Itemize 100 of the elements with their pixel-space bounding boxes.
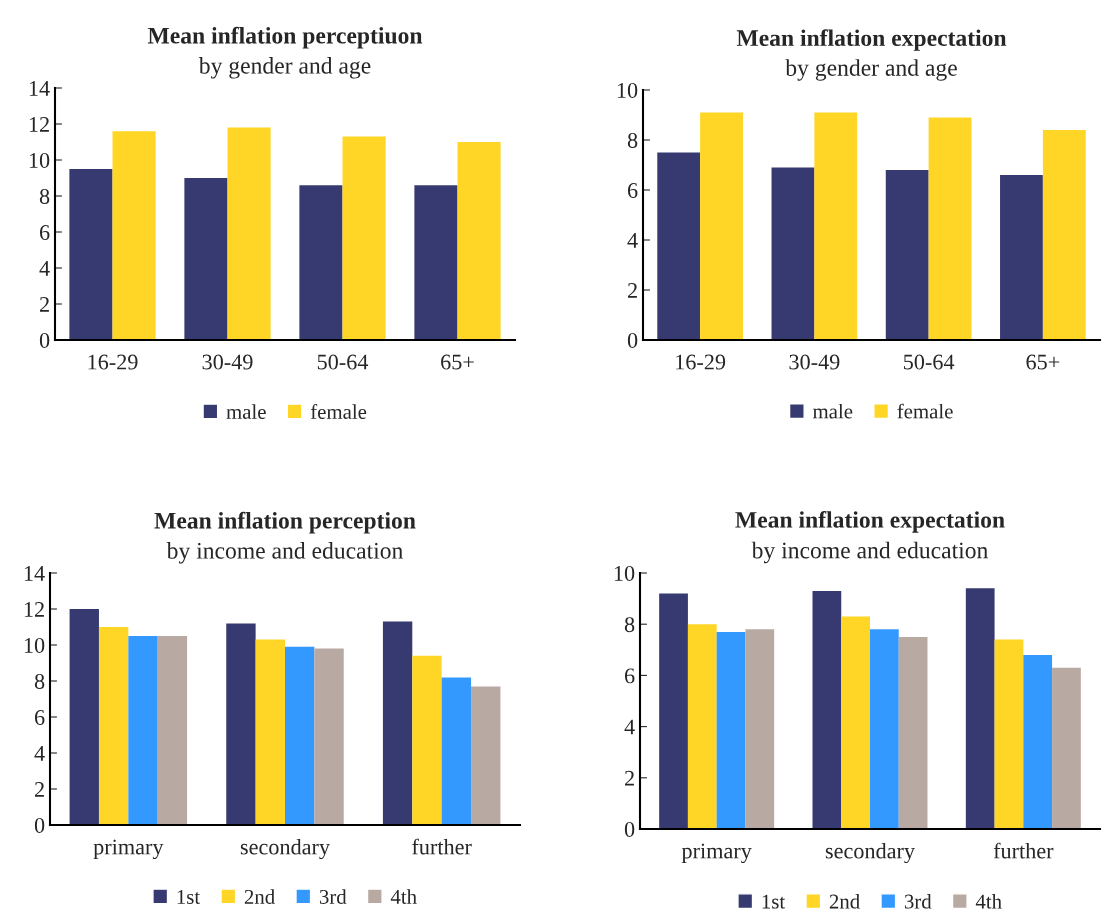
chart-title: Mean inflation expectation bbox=[736, 29, 1007, 51]
bar bbox=[255, 639, 285, 825]
y-tick-label: 8 bbox=[34, 673, 45, 689]
y-tick-label: 10 bbox=[29, 152, 50, 168]
bar bbox=[128, 636, 158, 825]
x-tick-label: primary bbox=[681, 843, 752, 864]
legend-label: 4th bbox=[975, 893, 1002, 909]
bar bbox=[441, 677, 472, 825]
y-tick-label: 8 bbox=[624, 617, 635, 633]
bar bbox=[870, 629, 899, 829]
y-tick-label: 0 bbox=[627, 332, 638, 348]
x-tick-label: secondary bbox=[240, 838, 330, 860]
y-tick-label: 10 bbox=[24, 637, 45, 653]
bar bbox=[157, 636, 188, 825]
bar bbox=[227, 127, 271, 340]
bar bbox=[69, 609, 99, 825]
bar bbox=[98, 627, 129, 825]
legend-label: 3rd bbox=[319, 889, 347, 904]
bar bbox=[1052, 667, 1081, 829]
bar bbox=[928, 117, 972, 340]
y-tick-label: 6 bbox=[624, 668, 635, 684]
y-tick-label: 6 bbox=[39, 224, 50, 240]
x-tick-label: 50-64 bbox=[317, 354, 369, 370]
x-tick-label: 16-29 bbox=[88, 354, 138, 370]
bar bbox=[898, 637, 928, 829]
bar bbox=[226, 623, 256, 825]
bar bbox=[342, 136, 386, 340]
x-tick-label: secondary bbox=[825, 842, 915, 864]
x-tick-label: further bbox=[993, 842, 1054, 859]
bar bbox=[841, 616, 870, 829]
legend-label: female bbox=[897, 403, 953, 419]
x-tick-label: 50-64 bbox=[903, 354, 955, 370]
legend-label: 3rd bbox=[904, 893, 932, 909]
bar bbox=[1023, 654, 1053, 829]
y-tick-label: 14 bbox=[24, 566, 45, 581]
y-tick-label: 4 bbox=[627, 233, 638, 248]
bar bbox=[885, 170, 929, 340]
legend-label: female bbox=[310, 404, 367, 419]
y-tick-label: 10 bbox=[617, 82, 638, 98]
bar bbox=[745, 629, 775, 829]
x-tick-label: 65+ bbox=[441, 354, 474, 370]
x-tick-label: 30-49 bbox=[789, 354, 840, 370]
bar bbox=[1000, 175, 1043, 340]
y-tick-label: 12 bbox=[24, 601, 44, 617]
y-tick-label: 2 bbox=[40, 296, 49, 312]
bar bbox=[771, 167, 815, 340]
bar bbox=[659, 593, 688, 829]
bar bbox=[314, 648, 344, 825]
x-tick-label: further bbox=[412, 838, 472, 855]
y-tick-label: 2 bbox=[628, 282, 637, 298]
y-tick-label: 0 bbox=[624, 821, 635, 837]
y-tick-label: 6 bbox=[34, 709, 45, 725]
y-tick-label: 8 bbox=[39, 188, 50, 204]
bar bbox=[69, 169, 113, 340]
bar bbox=[814, 112, 858, 340]
x-tick-label: 16-29 bbox=[676, 354, 726, 370]
bar bbox=[994, 639, 1024, 829]
chart-subtitle: by gender and age bbox=[785, 59, 957, 81]
legend-label: male bbox=[226, 404, 266, 419]
bar bbox=[700, 112, 743, 340]
y-tick-label: 4 bbox=[34, 746, 45, 761]
bar bbox=[716, 631, 746, 829]
bar bbox=[457, 142, 501, 340]
bar bbox=[112, 131, 156, 340]
bar bbox=[687, 624, 717, 829]
y-tick-label: 0 bbox=[34, 817, 45, 833]
y-tick-label: 14 bbox=[29, 81, 50, 96]
x-tick-label: 65+ bbox=[1026, 354, 1060, 370]
legend-label: 1st bbox=[177, 889, 201, 904]
chart-title: Mean inflation perceptiuon bbox=[147, 26, 423, 49]
y-tick-label: 10 bbox=[614, 565, 635, 581]
y-tick-label: 4 bbox=[624, 719, 635, 735]
bar bbox=[382, 621, 413, 825]
legend-label: male bbox=[812, 403, 853, 419]
bar bbox=[184, 178, 228, 340]
bar bbox=[285, 646, 315, 825]
chart-title: Mean inflation expectation bbox=[735, 510, 1005, 533]
legend-label: 4th bbox=[390, 889, 417, 904]
bar bbox=[657, 152, 701, 340]
y-tick-label: 4 bbox=[39, 261, 50, 276]
x-tick-label: 30-49 bbox=[202, 354, 253, 370]
y-tick-label: 6 bbox=[627, 182, 638, 198]
legend-label: 2nd bbox=[244, 889, 275, 904]
bar bbox=[1042, 130, 1086, 340]
bar bbox=[299, 185, 343, 340]
bar bbox=[412, 655, 442, 825]
y-tick-label: 2 bbox=[35, 781, 44, 797]
y-tick-label: 0 bbox=[39, 332, 50, 348]
bar bbox=[414, 185, 458, 340]
chart-subtitle: by income and education bbox=[166, 542, 403, 564]
y-tick-label: 12 bbox=[29, 116, 49, 132]
chart-title: Mean inflation perception bbox=[154, 511, 416, 534]
x-tick-label: primary bbox=[93, 839, 164, 860]
bar bbox=[965, 588, 995, 829]
y-tick-label: 2 bbox=[625, 770, 634, 786]
legend-label: 1st bbox=[762, 894, 786, 909]
bar bbox=[471, 686, 501, 825]
chart-subtitle: by gender and age bbox=[198, 57, 371, 79]
legend-label: 2nd bbox=[829, 893, 860, 909]
chart-subtitle: by income and education bbox=[751, 541, 988, 564]
